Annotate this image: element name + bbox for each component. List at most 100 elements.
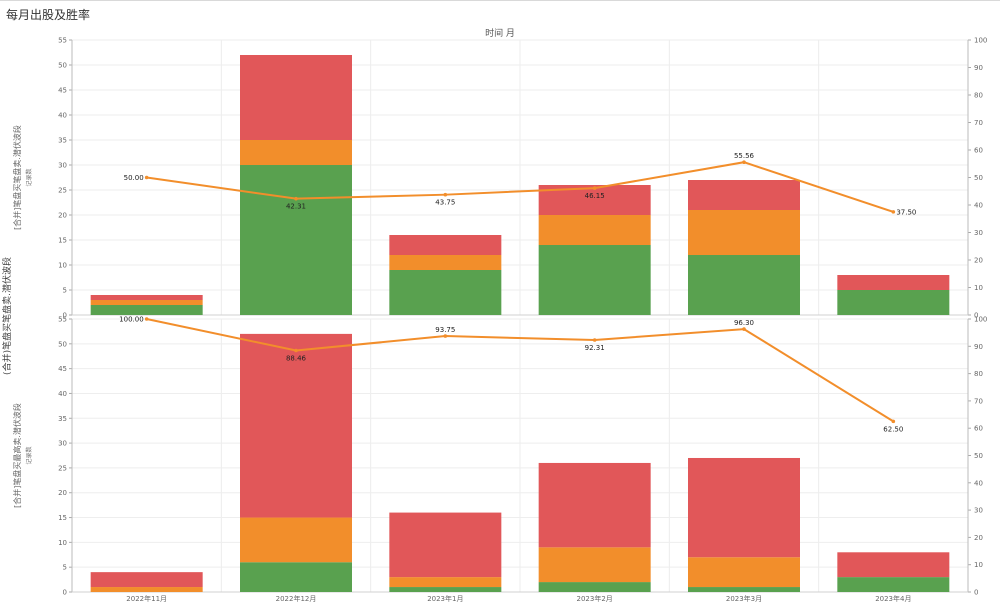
x-tick-label: 2023年4月	[875, 594, 911, 603]
bar-segment	[240, 562, 352, 592]
data-label: 88.46	[286, 355, 307, 363]
top-divider	[0, 0, 1000, 1]
data-label: 62.50	[883, 425, 903, 433]
bar-segment	[90, 305, 203, 315]
line-point	[144, 317, 149, 321]
bar-segment	[688, 557, 800, 588]
bar-segment	[688, 210, 800, 255]
y-tick-label: 45	[58, 87, 67, 95]
y-axis-sublabel: 记录数	[25, 168, 33, 186]
bar-segment	[90, 587, 203, 592]
bar-segment	[389, 512, 502, 578]
data-label: 43.75	[435, 199, 455, 207]
line-point	[294, 348, 298, 353]
line-point	[592, 338, 597, 342]
y2-tick-label: 50	[974, 452, 983, 460]
data-label: 100.00	[119, 316, 144, 324]
x-tick-label: 2022年12月	[276, 594, 317, 603]
line-point	[742, 160, 746, 165]
y2-tick-label: 20	[974, 534, 983, 542]
y2-tick-label: 100	[974, 316, 987, 324]
y2-tick-label: 10	[974, 284, 983, 292]
y2-tick-label: 40	[974, 202, 983, 210]
line-point	[144, 175, 149, 180]
bar-segment	[538, 547, 651, 583]
y-tick-label: 0	[63, 312, 67, 320]
line-point	[443, 192, 448, 197]
y-axis-sublabel: 记录数	[25, 446, 33, 464]
y2-tick-label: 30	[974, 229, 983, 237]
y-tick-label: 15	[58, 514, 67, 522]
data-label: 92.31	[585, 344, 605, 352]
y-tick-label: 5	[63, 564, 67, 572]
y-axis-label: [合并]笔盘买笔盘卖.潜伏波段	[12, 125, 22, 230]
column-header: 时间 月	[485, 29, 515, 39]
win-rate-line	[146, 318, 894, 423]
data-label: 96.30	[734, 319, 754, 327]
y-tick-label: 15	[58, 237, 67, 245]
y-tick-label: 40	[58, 390, 67, 398]
y-axis-label: [合并]笔盘买最高卖.潜伏波段	[12, 403, 22, 508]
data-label: 55.56	[734, 152, 755, 160]
y2-tick-label: 70	[974, 397, 983, 405]
data-label: 37.50	[896, 208, 916, 216]
bar-segment	[240, 55, 352, 140]
y-tick-label: 50	[58, 340, 67, 348]
y-tick-label: 5	[63, 287, 67, 295]
bar-segment	[837, 577, 950, 592]
y-tick-label: 30	[58, 440, 67, 448]
y-tick-label: 10	[58, 539, 67, 547]
x-tick-label: 2023年2月	[577, 594, 613, 603]
bar-segment	[389, 270, 502, 315]
line-point	[742, 327, 746, 331]
line-point	[891, 419, 896, 424]
bar-segment	[688, 180, 800, 210]
y-tick-label: 20	[58, 489, 67, 497]
y-tick-label: 35	[58, 137, 67, 145]
chart-title: 每月出股及胜率	[6, 8, 91, 22]
bar-segment	[688, 587, 800, 592]
y2-tick-label: 80	[974, 370, 983, 378]
bar-segment	[538, 582, 651, 592]
line-point	[592, 186, 597, 190]
bar-segment	[837, 290, 950, 315]
bar-segment	[837, 275, 950, 290]
bar-segment	[389, 587, 502, 592]
data-label: 50.00	[124, 174, 144, 182]
y-tick-label: 20	[58, 212, 67, 220]
x-tick-label: 2022年11月	[126, 594, 167, 603]
bar-segment	[688, 255, 800, 315]
y2-tick-label: 20	[974, 257, 983, 265]
bar-segment	[240, 517, 352, 563]
y2-tick-label: 30	[974, 507, 983, 515]
y2-tick-label: 90	[974, 343, 983, 351]
x-tick-label: 2023年3月	[726, 594, 762, 603]
bar-segment	[538, 245, 651, 315]
y2-tick-label: 90	[974, 64, 983, 72]
bar-segment	[240, 333, 352, 518]
bar-segment	[389, 577, 502, 588]
data-label: 46.15	[585, 192, 605, 200]
y-tick-label: 40	[58, 112, 67, 120]
y-tick-label: 25	[58, 464, 67, 472]
line-point	[443, 334, 448, 338]
y-tick-label: 55	[58, 37, 67, 45]
y-tick-label: 0	[63, 589, 67, 597]
y-tick-label: 45	[58, 365, 67, 373]
line-point	[891, 210, 896, 214]
y2-tick-label: 60	[974, 425, 983, 433]
y2-tick-label: 80	[974, 92, 983, 100]
bar-segment	[240, 140, 352, 165]
bar-segment	[538, 462, 651, 548]
data-label: 93.75	[435, 326, 455, 334]
bar-segment	[837, 552, 950, 578]
win-rate-line	[146, 161, 894, 213]
bar-segment	[688, 457, 800, 558]
y-tick-label: 55	[58, 316, 67, 324]
y-tick-label: 10	[58, 262, 67, 270]
bar-segment	[538, 215, 651, 245]
y2-tick-label: 10	[974, 561, 983, 569]
bar-segment	[389, 255, 502, 270]
bar-segment	[90, 572, 203, 588]
